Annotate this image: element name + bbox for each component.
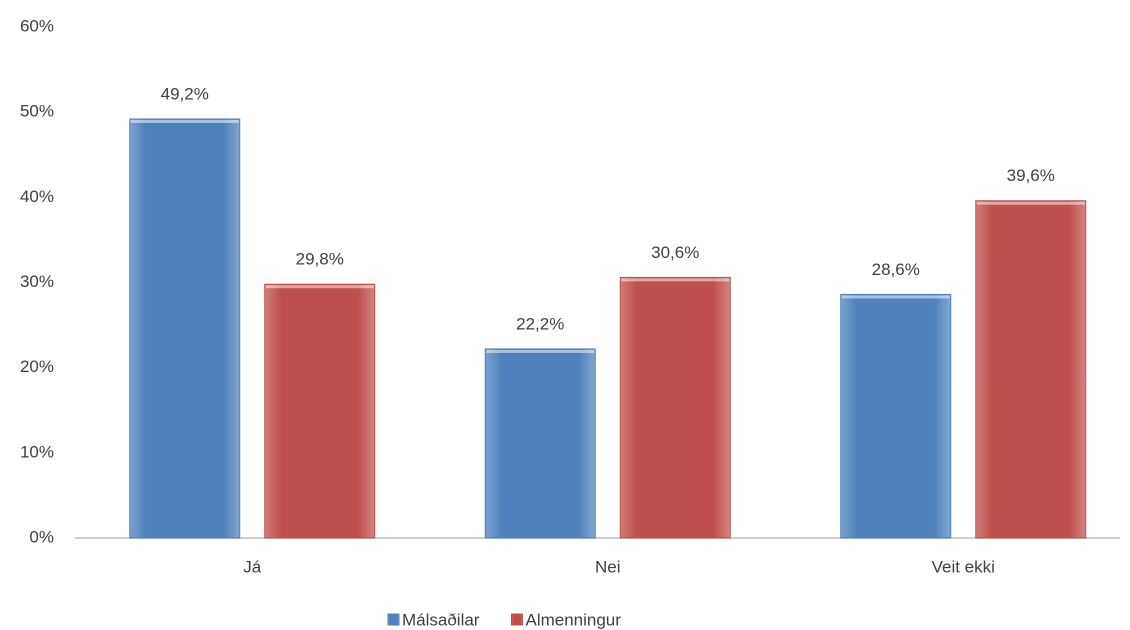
value-label: 30,6% bbox=[651, 243, 699, 262]
bar bbox=[129, 118, 241, 539]
legend-label: Almenningur bbox=[525, 610, 621, 629]
bar-top bbox=[841, 295, 950, 299]
x-tick-label: Nei bbox=[595, 557, 621, 576]
value-label: 28,6% bbox=[872, 260, 920, 279]
bar bbox=[619, 276, 731, 539]
value-label: 49,2% bbox=[161, 84, 209, 103]
y-tick-label: 60% bbox=[20, 16, 54, 35]
bar bbox=[975, 200, 1087, 539]
legend-swatch bbox=[387, 613, 400, 626]
bar-top bbox=[265, 285, 374, 289]
legend-swatch bbox=[510, 613, 523, 626]
y-tick-label: 0% bbox=[29, 527, 54, 546]
bar bbox=[840, 293, 952, 539]
bar bbox=[484, 348, 596, 539]
bar bbox=[264, 283, 376, 539]
bar-top bbox=[976, 201, 1085, 205]
value-label: 22,2% bbox=[516, 314, 564, 333]
bar-top bbox=[130, 119, 239, 123]
y-tick-label: 30% bbox=[20, 272, 54, 291]
y-tick-label: 20% bbox=[20, 357, 54, 376]
x-tick-label: Já bbox=[243, 557, 262, 576]
x-tick-label: Veit ekki bbox=[932, 557, 995, 576]
y-tick-label: 40% bbox=[20, 187, 54, 206]
legend-label: Málsaðilar bbox=[402, 610, 480, 629]
y-tick-label: 50% bbox=[20, 102, 54, 121]
value-label: 29,8% bbox=[296, 250, 344, 269]
value-label: 39,6% bbox=[1007, 166, 1055, 185]
y-tick-label: 10% bbox=[20, 442, 54, 461]
bar-top bbox=[486, 349, 595, 353]
bar-top bbox=[621, 278, 730, 282]
